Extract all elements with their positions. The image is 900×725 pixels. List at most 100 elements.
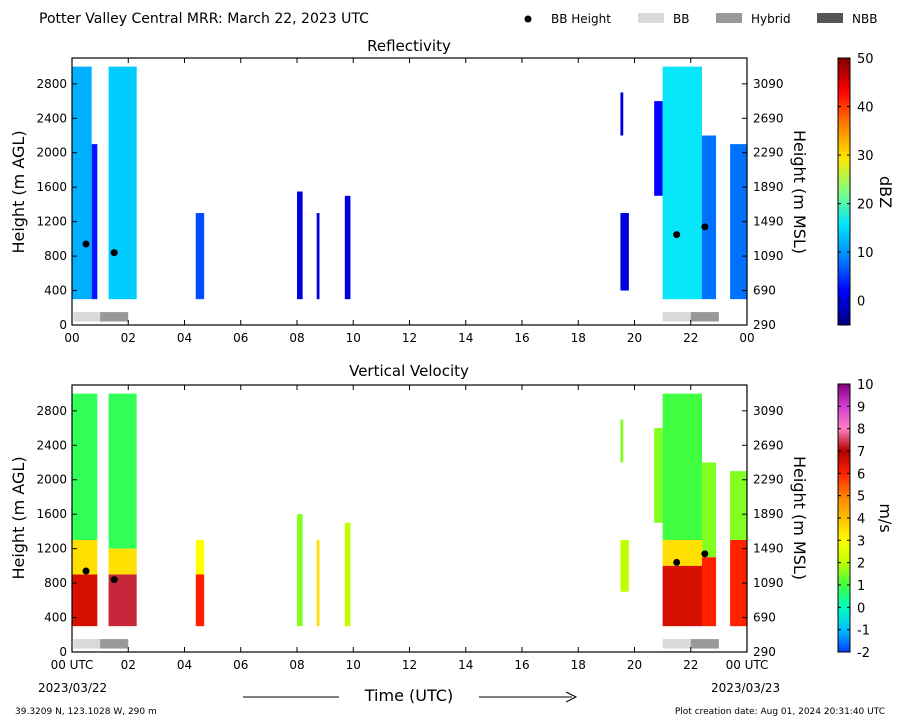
reflectivity-y2tick-label: 2290	[753, 146, 784, 160]
velocity-colorbar-tick-label: 2	[857, 557, 865, 572]
legend-hybrid-swatch	[716, 13, 742, 23]
velocity-colorbar-tick-label: 3	[857, 534, 865, 549]
reflectivity-colorbar-tick-label: 30	[857, 149, 874, 164]
velocity-echo-column	[344, 522, 351, 627]
reflectivity-ytick-label: 0	[59, 318, 67, 332]
reflectivity-y2label: Height (m MSL)	[790, 130, 809, 254]
velocity-xtick-label: 20	[627, 658, 642, 672]
velocity-y2tick-label: 2290	[753, 473, 784, 487]
velocity-bb-type-bar	[100, 639, 129, 649]
velocity-colorbar-label: m/s	[876, 503, 895, 532]
reflectivity-echo-column	[662, 66, 702, 300]
reflectivity-ytick-label: 800	[44, 249, 67, 263]
velocity-echo-column	[730, 471, 747, 541]
reflectivity-xtick-label: 00	[739, 331, 754, 345]
velocity-xtick-label: 14	[458, 658, 473, 672]
reflectivity-xtick-label: 12	[402, 331, 417, 345]
velocity-ytick-label: 1200	[36, 542, 67, 556]
reflectivity-xtick-label: 22	[683, 331, 698, 345]
velocity-colorbar-tick-label: 10	[857, 378, 874, 393]
velocity-y2tick-label: 290	[753, 645, 776, 659]
velocity-echo-column	[195, 574, 205, 627]
velocity-xtick-label: 18	[571, 658, 586, 672]
reflectivity-bb-height-point	[673, 231, 681, 239]
velocity-echo-column	[730, 540, 747, 627]
reflectivity-bb-height-point	[82, 240, 90, 248]
velocity-y2tick-label: 690	[753, 611, 776, 625]
reflectivity-y2tick-label: 1490	[753, 215, 784, 229]
velocity-bb-height-point	[701, 550, 709, 558]
velocity-echo-column	[620, 540, 629, 592]
velocity-echo-column	[662, 540, 702, 566]
velocity-ytick-label: 2800	[36, 404, 67, 418]
velocity-ytick-label: 400	[44, 611, 67, 625]
reflectivity-echo-column	[297, 191, 303, 300]
velocity-echo-column	[195, 540, 205, 575]
reflectivity-ytick-label: 2800	[36, 77, 67, 91]
reflectivity-echo-column	[195, 213, 205, 300]
velocity-echo-column	[297, 514, 303, 627]
reflectivity-panel: Reflectivity Height (m AGL) Height (m MS…	[9, 37, 895, 345]
reflectivity-echo-column	[730, 144, 747, 300]
reflectivity-colorbar	[837, 57, 851, 326]
reflectivity-colorbar-label: dBZ	[876, 176, 895, 208]
velocity-y2tick-label: 1490	[753, 542, 784, 556]
reflectivity-bb-type-bar	[690, 312, 719, 322]
reflectivity-y2tick-label: 1090	[753, 249, 784, 263]
velocity-colorbar-tick-label: 9	[857, 400, 865, 415]
velocity-xtick-label: 22	[683, 658, 698, 672]
reflectivity-xtick-label: 16	[514, 331, 529, 345]
reflectivity-echo-column	[702, 135, 717, 300]
velocity-colorbar-tick-label: 7	[857, 445, 865, 460]
reflectivity-bb-type-bar	[662, 312, 691, 322]
reflectivity-y2tick-label: 2690	[753, 111, 784, 125]
reflectivity-bb-type-bar	[100, 312, 129, 322]
reflectivity-ytick-label: 1600	[36, 180, 67, 194]
velocity-xtick-label: 00 UTC	[726, 658, 769, 672]
velocity-echo-column	[316, 540, 320, 627]
velocity-echo-column	[620, 419, 624, 463]
velocity-echo-column	[72, 393, 98, 541]
velocity-title: Vertical Velocity	[349, 362, 469, 380]
reflectivity-ylabel: Height (m AGL)	[9, 130, 28, 253]
velocity-ytick-label: 0	[59, 645, 67, 659]
velocity-bb-height-point	[110, 576, 118, 584]
velocity-y2tick-label: 1090	[753, 576, 784, 590]
reflectivity-xtick-label: 04	[177, 331, 192, 345]
velocity-panel: Vertical Velocity Height (m AGL) Height …	[9, 362, 895, 705]
velocity-colorbar-tick-label: 1	[857, 579, 865, 594]
reflectivity-xtick-label: 00	[64, 331, 79, 345]
time-arrow-head	[565, 691, 578, 703]
velocity-colorbar-tick-label: 6	[857, 467, 865, 482]
velocity-y2label: Height (m MSL)	[790, 456, 809, 580]
velocity-echo-column	[108, 574, 137, 627]
velocity-bb-type-bar	[73, 639, 101, 649]
velocity-ytick-label: 1600	[36, 507, 67, 521]
legend-bb-height-marker	[524, 15, 532, 23]
velocity-xtick-label: 12	[402, 658, 417, 672]
velocity-plot-area	[72, 385, 747, 652]
velocity-ytick-label: 2000	[36, 473, 67, 487]
reflectivity-colorbar-tick-label: 0	[857, 295, 865, 310]
reflectivity-title: Reflectivity	[367, 37, 451, 55]
reflectivity-y2tick-label: 1890	[753, 180, 784, 194]
velocity-echo-column	[108, 548, 137, 575]
velocity-xtick-label: 10	[346, 658, 361, 672]
velocity-echo-column	[662, 565, 702, 627]
station-location: 39.3209 N, 123.1028 W, 290 m	[15, 707, 157, 717]
reflectivity-ytick-label: 1200	[36, 215, 67, 229]
legend-bb-height-label: BB Height	[551, 12, 611, 26]
reflectivity-colorbar-tick-label: 10	[857, 246, 874, 261]
reflectivity-xtick-label: 20	[627, 331, 642, 345]
velocity-echo-column	[702, 462, 717, 558]
velocity-bb-height-point	[82, 567, 90, 575]
reflectivity-ytick-label: 400	[44, 284, 67, 298]
reflectivity-xtick-label: 06	[233, 331, 248, 345]
reflectivity-xtick-label: 02	[121, 331, 136, 345]
reflectivity-bb-height-point	[701, 223, 709, 231]
velocity-y2tick-label: 3090	[753, 404, 784, 418]
velocity-echo-column	[702, 557, 717, 627]
velocity-colorbar-tick-label: 0	[857, 601, 865, 616]
reflectivity-xtick-label: 18	[571, 331, 586, 345]
